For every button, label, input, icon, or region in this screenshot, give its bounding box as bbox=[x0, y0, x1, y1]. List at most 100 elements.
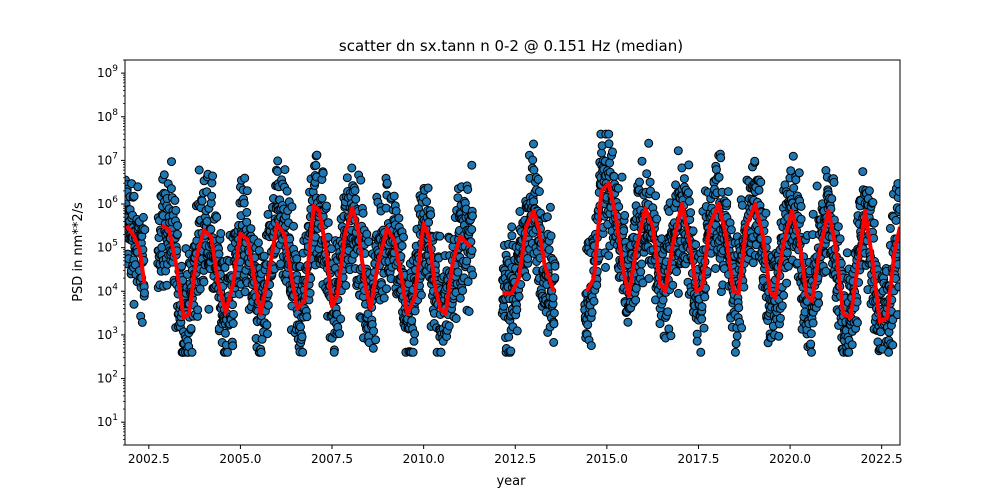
scatter-point bbox=[507, 231, 517, 241]
scatter-point bbox=[726, 225, 736, 235]
scatter-point bbox=[129, 191, 139, 201]
scatter-point bbox=[506, 346, 516, 356]
scatter-point bbox=[140, 288, 149, 298]
median-layer bbox=[125, 181, 900, 324]
scatter-point bbox=[362, 229, 372, 239]
scatter-point bbox=[228, 341, 238, 351]
scatter-point bbox=[512, 305, 522, 315]
scatter-point bbox=[542, 212, 552, 222]
scatter-point bbox=[329, 347, 339, 357]
scatter-point bbox=[684, 196, 694, 206]
scatter-point bbox=[550, 261, 560, 271]
scatter-point bbox=[637, 259, 647, 269]
scatter-point bbox=[888, 340, 898, 350]
scatter-point bbox=[842, 248, 852, 258]
x-axis: 2002.5 2005.0 2007.5 2010.0 2012.5 2015.0 2017… bbox=[128, 445, 903, 466]
scatter-point bbox=[775, 313, 785, 323]
scatter-point bbox=[311, 160, 321, 170]
x-tick-label: 2007.5 bbox=[311, 452, 353, 466]
plot-frame bbox=[124, 59, 901, 446]
scatter-point bbox=[814, 298, 824, 308]
scatter-point bbox=[435, 231, 445, 241]
chart-title: scatter dn sx.tann n 0-2 @ 0.151 Hz (med… bbox=[339, 37, 683, 55]
scatter-point bbox=[673, 146, 683, 156]
scatter-point bbox=[507, 222, 517, 232]
scatter-point bbox=[652, 214, 662, 224]
scatter-point bbox=[672, 267, 681, 277]
scatter-point bbox=[207, 191, 217, 201]
scatter-point bbox=[259, 251, 269, 261]
scatter-point bbox=[336, 314, 346, 324]
scatter-point bbox=[379, 293, 389, 303]
scatter-point bbox=[699, 323, 709, 333]
scatter-point bbox=[583, 320, 593, 330]
scatter-point bbox=[732, 331, 742, 341]
scatter-point bbox=[774, 331, 784, 341]
scatter-point bbox=[464, 307, 474, 316]
scatter-point bbox=[206, 224, 216, 234]
x-tick-label: 2005.0 bbox=[219, 452, 261, 466]
scatter-point bbox=[463, 277, 473, 287]
scatter-point bbox=[696, 347, 706, 357]
scatter-point bbox=[287, 202, 297, 212]
scatter-point bbox=[833, 222, 843, 232]
scatter-point bbox=[389, 191, 399, 201]
scatter-point bbox=[604, 139, 614, 149]
scatter-point bbox=[140, 225, 150, 235]
scatter-point bbox=[137, 317, 147, 327]
scatter-point bbox=[658, 295, 668, 305]
scatter-point bbox=[737, 323, 747, 333]
scatter-point bbox=[397, 241, 407, 251]
scatter-point bbox=[692, 336, 702, 346]
scatter-point bbox=[322, 201, 331, 211]
scatter-point bbox=[779, 290, 789, 300]
scatter-point bbox=[761, 208, 771, 218]
scatter-point bbox=[651, 191, 661, 201]
scatter-point bbox=[835, 234, 845, 244]
scatter-point bbox=[522, 272, 531, 282]
scatter-point bbox=[302, 312, 312, 322]
scatter-point bbox=[852, 318, 862, 328]
scatter-point bbox=[242, 207, 252, 217]
scatter-point bbox=[256, 347, 266, 357]
scatter-point bbox=[631, 283, 641, 293]
scatter-point bbox=[263, 209, 273, 219]
scatter-point bbox=[166, 184, 176, 194]
scatter-point bbox=[273, 156, 283, 166]
scatter-point bbox=[619, 226, 629, 236]
scatter-point bbox=[463, 185, 473, 194]
scatter-point bbox=[545, 202, 555, 212]
scatter-point bbox=[697, 314, 707, 324]
scatter-point bbox=[220, 328, 230, 338]
scatter-point bbox=[197, 196, 207, 206]
scatter-point bbox=[638, 278, 648, 288]
scatter-point bbox=[620, 210, 630, 220]
scatter-point bbox=[467, 225, 477, 234]
scatter-point bbox=[341, 280, 351, 290]
scatter-point bbox=[347, 163, 357, 173]
scatter-point bbox=[356, 175, 366, 185]
scatter-point bbox=[827, 194, 837, 204]
y-axis-label: PSD in nm**2/s bbox=[71, 202, 86, 302]
scatter-point bbox=[407, 316, 417, 326]
scatter-point bbox=[187, 347, 197, 357]
scatter-point bbox=[512, 326, 522, 336]
x-tick-label: 2010.0 bbox=[403, 452, 445, 466]
scatter-point bbox=[796, 201, 806, 211]
scatter-point bbox=[229, 309, 238, 319]
scatter-point bbox=[546, 231, 556, 241]
scatter-point bbox=[829, 177, 839, 187]
scatter-point bbox=[159, 170, 169, 180]
scatter-point bbox=[812, 181, 822, 191]
scatter-point bbox=[246, 224, 256, 234]
scatter-point bbox=[455, 293, 465, 303]
scatter-point bbox=[601, 262, 610, 272]
scatter-point bbox=[212, 212, 222, 222]
scatter-point bbox=[808, 318, 818, 328]
scatter-point bbox=[529, 139, 538, 149]
scatter-point bbox=[242, 217, 252, 227]
scatter-point bbox=[162, 280, 172, 290]
scatter-point bbox=[783, 261, 793, 271]
scatter-point bbox=[617, 172, 627, 182]
